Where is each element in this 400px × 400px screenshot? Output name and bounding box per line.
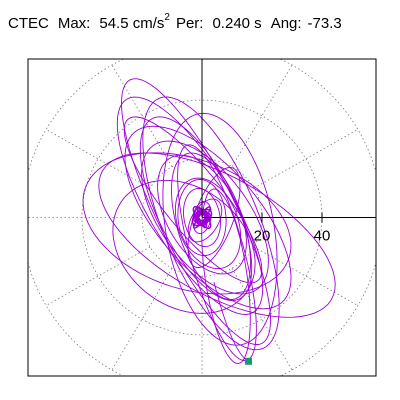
grid-spoke-30	[253, 129, 359, 189]
trace-loop-20	[112, 179, 256, 314]
trace-loop-17	[123, 116, 263, 284]
x-tick-label-40: 40	[314, 228, 331, 245]
trace-core-9	[193, 212, 211, 223]
trace-loop-1	[187, 198, 223, 243]
grid-spoke-60	[231, 64, 293, 167]
ang-value: -73.3	[307, 15, 342, 32]
trace-loop-16	[162, 112, 278, 346]
trace-loop-19	[201, 188, 251, 364]
max-exponent: 2	[164, 12, 170, 23]
trace-loop-14	[98, 152, 336, 318]
header: CTEC Max: 54.5 cm/s2 Per: 0.240 s Ang: -73.3	[8, 12, 342, 32]
motion-trace	[82, 78, 336, 364]
max-value: 54.5 cm/s	[99, 15, 165, 32]
station-code: CTEC	[8, 15, 49, 32]
trace-loop-2	[183, 187, 221, 248]
trace-loop-5	[187, 167, 241, 268]
ang-label: Ang:	[270, 15, 302, 32]
per-value: 0.240 s	[212, 15, 262, 32]
grid-spoke-330	[253, 246, 359, 306]
trace-loop-6	[157, 154, 247, 275]
grid-spoke-150	[45, 129, 151, 189]
trace-loop-8	[141, 140, 269, 295]
trace-loop-15	[82, 152, 292, 295]
per-label: Per:	[175, 15, 204, 32]
trace-loop-10	[124, 125, 292, 310]
max-label: Max:	[57, 15, 91, 32]
plot-frame	[27, 58, 377, 377]
trace-loop-12	[142, 96, 280, 351]
grid-spoke-210	[45, 246, 151, 306]
endpoint-layer	[245, 357, 252, 365]
axes: 20 40	[201, 59, 376, 245]
x-tick-label-20: 20	[254, 228, 271, 245]
trace-endpoint	[245, 357, 252, 365]
